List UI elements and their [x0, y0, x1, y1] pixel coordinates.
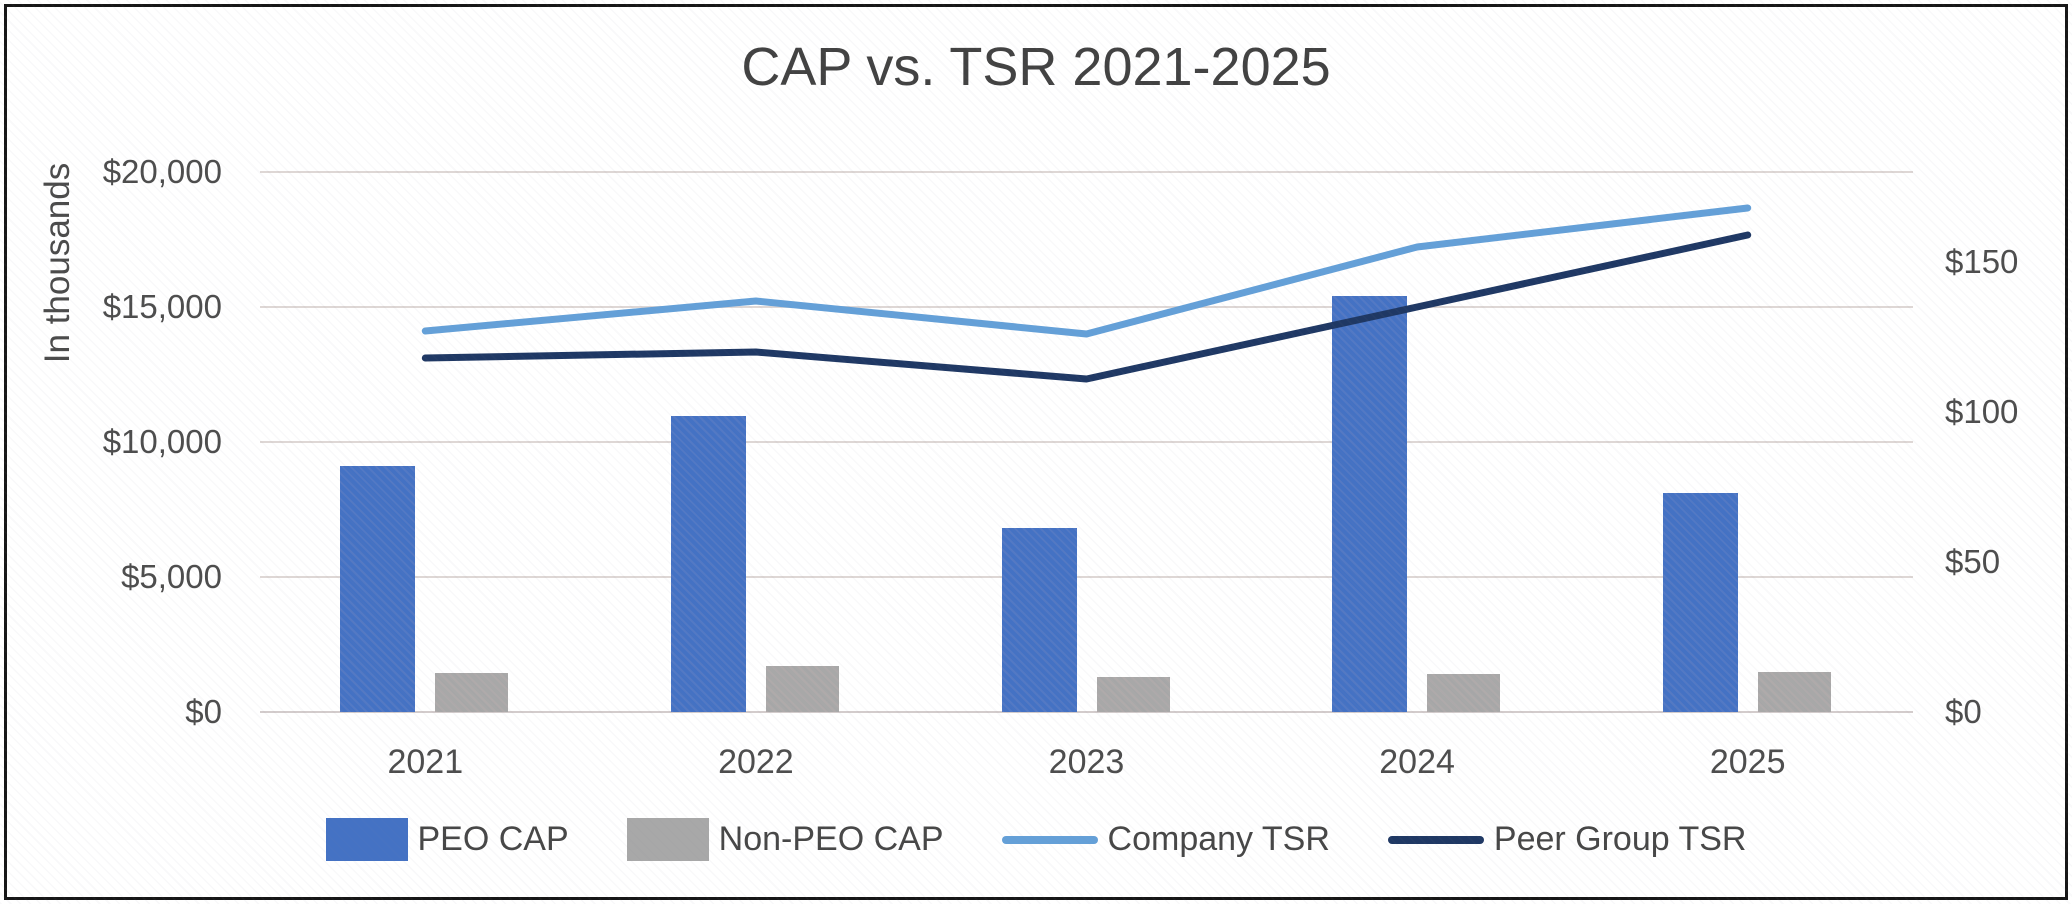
gridline	[260, 576, 1913, 578]
bar-peo-cap-2022	[670, 416, 746, 712]
bar-peo-cap-2021	[340, 466, 416, 712]
line-peer-group-tsr	[421, 231, 1752, 383]
x-axis-label-2024: 2024	[1379, 743, 1455, 781]
right-axis-tick: $150	[1945, 243, 2019, 280]
bar-peo-cap-2024	[1332, 296, 1408, 712]
legend: PEO CAP Non-PEO CAP Company TSR Peer Group …	[0, 818, 2072, 861]
legend-item-company-tsr: Company TSR	[1001, 820, 1330, 859]
bar-non-peo-cap-2021	[435, 672, 509, 712]
bar-non-peo-cap-2022	[765, 666, 839, 712]
gridline	[260, 441, 1913, 443]
gridline	[260, 306, 1913, 308]
left-axis-tick: $5,000	[121, 558, 222, 595]
left-axis-tick: $20,000	[102, 153, 222, 190]
chart-title: CAP vs. TSR 2021-2025	[741, 37, 1331, 97]
bar-peo-cap-2023	[1001, 528, 1077, 712]
right-axis-tick: $0	[1945, 693, 1982, 730]
x-axis-label-2025: 2025	[1709, 743, 1786, 781]
legend-label-peo-cap: PEO CAP	[417, 820, 569, 858]
left-axis-tick: $15,000	[102, 288, 222, 325]
x-axis-label-2023: 2023	[1048, 743, 1125, 781]
x-axis-line	[260, 711, 1913, 713]
legend-item-peo-cap: PEO CAP	[325, 818, 569, 861]
bar-non-peo-cap-2025	[1757, 671, 1831, 712]
legend-swatch-peo-cap	[325, 818, 408, 861]
gridline	[260, 171, 1913, 173]
right-axis-tick: $100	[1945, 393, 2019, 430]
legend-swatch-peer-group-tsr	[1387, 835, 1484, 844]
x-axis-label-2022: 2022	[718, 743, 794, 781]
legend-label-non-peo-cap: Non-PEO CAP	[718, 820, 944, 858]
x-axis-label-2021: 2021	[387, 743, 464, 781]
legend-swatch-non-peo-cap	[626, 818, 709, 861]
legend-swatch-company-tsr	[1001, 835, 1098, 844]
legend-label-company-tsr: Company TSR	[1107, 820, 1330, 858]
left-axis-tick: $0	[185, 693, 222, 730]
legend-item-non-peo-cap: Non-PEO CAP	[626, 818, 944, 861]
bar-peo-cap-2025	[1662, 493, 1738, 712]
bar-non-peo-cap-2023	[1096, 676, 1170, 712]
right-axis-tick: $50	[1945, 543, 2001, 580]
legend-label-peer-group-tsr: Peer Group TSR	[1493, 820, 1747, 858]
bar-non-peo-cap-2024	[1427, 674, 1501, 712]
left-axis-tick: $10,000	[102, 423, 222, 460]
legend-item-peer-group-tsr: Peer Group TSR	[1387, 820, 1747, 859]
line-company-tsr	[421, 204, 1752, 338]
